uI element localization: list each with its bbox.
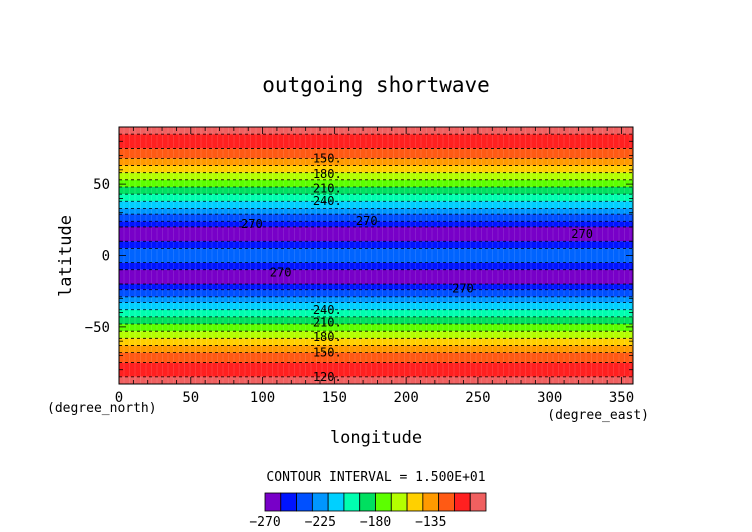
colorbar-swatch-4 [327,492,345,512]
contour-band-19 [119,289,633,297]
x-axis-label: longitude [330,428,422,448]
x-units-label: (degree_east) [547,408,649,423]
colorbar-swatch-0 [264,492,282,512]
x-tick-labels: 0 50 100 150 200 250 300 350 [115,390,634,406]
contour-band-23 [119,316,633,325]
contour-labels: 150.180.210.240.270 270270270270240.210.1… [241,151,593,383]
contour-label-1: 180. [313,167,342,181]
contour-band-12 [119,221,633,227]
contour-band-2 [119,148,633,159]
contour-band-7 [119,186,633,195]
contour-band-21 [119,302,633,310]
contour-band-11 [119,214,633,222]
contour-label-9: 240. [313,303,342,317]
x-tick-label-100: 100 [250,390,275,406]
contour-band-15 [119,248,633,263]
contour-label-13: 120. [313,370,342,384]
colorbar-swatch-3 [311,492,329,512]
contour-label-7: 270 [270,266,292,280]
contour-band-25 [119,331,633,339]
colorbar-swatch-2 [296,492,313,512]
contour-band-18 [119,284,633,290]
colorbar-swatch-5 [343,492,361,512]
colorbar-label-2: −180 [360,515,391,530]
colorbar-swatch-13 [469,492,487,512]
contour-lines [119,133,633,378]
colorbar-swatch-7 [375,492,392,512]
x-tick-label-0: 0 [115,390,123,406]
contour-band-30 [119,376,633,384]
contour-band-1 [119,134,633,149]
contour-label-4: 270 [241,217,263,231]
y-axis-label: latitude [56,215,76,297]
x-tick-label-300: 300 [537,390,562,406]
colorbar-labels: −270 −225 −180 −135 [249,515,446,530]
y-tick-label-1: 0 [102,249,110,265]
contour-label-10: 210. [313,316,342,330]
contour-label-3: 240. [313,194,342,208]
contour-label-12: 150. [313,346,342,360]
x-tick-label-250: 250 [465,390,490,406]
colorbar-label-3: −135 [415,515,446,530]
contour-band-22 [119,309,633,317]
y-tick-label-0: 50 [93,177,110,193]
contour-band-29 [119,362,633,377]
contour-band-0 [119,127,633,135]
contour-band-28 [119,352,633,363]
contour-band-5 [119,172,633,180]
plot-area [119,127,633,384]
chart-title: outgoing shortwave [262,73,490,97]
x-tick-label-350: 350 [609,390,634,406]
plot-grid-lines [123,127,631,384]
contour-interval-label: CONTOUR INTERVAL = 1.500E+01 [266,470,485,485]
contour-band-9 [119,201,633,209]
contour-band-6 [119,179,633,187]
x-tick-label-200: 200 [394,390,419,406]
contour-label-0: 150. [313,151,342,165]
contour-band-24 [119,324,633,332]
contour-label-2: 210. [313,181,342,195]
colorbar-swatch-8 [390,492,408,512]
contour-band-17 [119,269,633,285]
contour-band-20 [119,296,633,303]
contour-label-6: 270 [571,227,593,241]
y-tick-labels: 50 0 −50 [85,177,110,336]
y-units-label: (degree_north) [47,401,157,416]
y-tick-label-2: −50 [85,320,110,336]
contour-band-4 [119,165,633,173]
colorbar-label-0: −270 [249,515,280,530]
contour-band-14 [119,241,633,249]
colorbar-label-1: −225 [305,515,336,530]
colorbar [264,492,487,512]
contour-label-8: 270 [452,281,474,295]
colorbar-swatch-11 [438,492,455,512]
contour-band-27 [119,345,633,353]
contour-band-16 [119,262,633,270]
colorbar-swatch-10 [422,492,440,512]
colorbar-swatch-12 [454,492,471,512]
x-tick-label-50: 50 [182,390,199,406]
contour-band-13 [119,226,633,242]
axis-ticks [118,126,633,385]
colorbar-swatch-9 [406,492,424,512]
colorbar-swatch-6 [359,492,376,512]
contour-band-10 [119,208,633,215]
contour-label-5: 270 [356,214,378,228]
x-tick-label-150: 150 [322,390,347,406]
contour-band-8 [119,194,633,202]
contour-band-26 [119,338,633,346]
contour-band-3 [119,158,633,166]
colorbar-swatch-1 [280,492,297,512]
contour-label-11: 180. [313,330,342,344]
